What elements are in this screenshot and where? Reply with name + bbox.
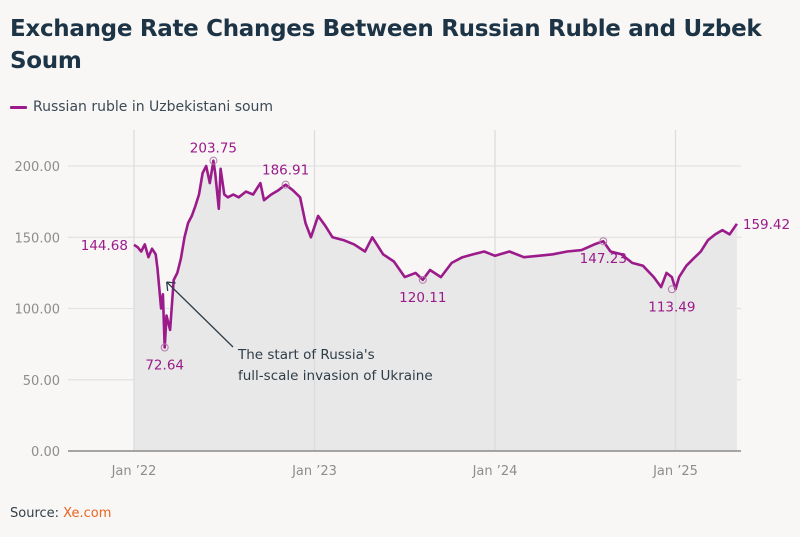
y-tick-label: 150.00: [15, 231, 61, 246]
x-tick-label: Jan ’25: [652, 464, 698, 479]
arrow-head-icon: [166, 281, 176, 292]
note-text: full-scale invasion of Ukraine: [238, 368, 433, 384]
area-fill: [134, 160, 737, 451]
legend: Russian ruble in Uzbekistani soum: [10, 99, 273, 115]
legend-label: Russian ruble in Uzbekistani soum: [33, 99, 274, 115]
legend-swatch: [10, 105, 27, 109]
annotations: 144.68 72.64 203.75 186.91 120.11 147.23 113.4…: [81, 141, 790, 374]
invasion-note: The start of Russia's full-scale invasion…: [166, 281, 433, 384]
y-tick-label: 0.00: [31, 445, 60, 460]
annotation-label: 120.11: [399, 290, 446, 306]
y-tick-label: 200.00: [15, 160, 61, 175]
annotation-marker: [209, 156, 218, 165]
annotation-marker: [418, 275, 427, 284]
arrow-line: [166, 281, 234, 348]
source: Source: Xe.com: [10, 506, 111, 521]
annotation-label: 144.68: [81, 238, 128, 254]
annotation-label: 72.64: [145, 357, 184, 373]
y-tick-label: 100.00: [15, 303, 61, 318]
annotation-label: 159.42: [743, 217, 790, 233]
x-axis: Jan ’22 Jan ’23 Jan ’24 Jan ’25: [111, 464, 698, 479]
y-axis: 0.00 50.00 100.00 150.00 200.00: [15, 160, 61, 460]
series-line: [133, 159, 738, 349]
source-prefix: Source:: [10, 506, 64, 521]
x-tick-label: Jan ’24: [472, 464, 518, 479]
x-tick-label: Jan ’23: [291, 464, 337, 479]
chart-title: Exchange Rate Changes Between Russian Ru…: [10, 16, 762, 74]
annotation-label: 186.91: [262, 163, 309, 179]
x-tick-label: Jan ’22: [111, 464, 157, 479]
annotation-label: 147.23: [580, 251, 627, 267]
note-text: The start of Russia's: [237, 347, 375, 363]
annotation-marker: [160, 343, 169, 352]
annotation-label: 113.49: [648, 299, 695, 315]
annotation-marker: [599, 237, 608, 246]
y-tick-label: 50.00: [23, 374, 60, 389]
source-link[interactable]: Xe.com: [63, 506, 112, 521]
annotation-marker: [281, 180, 290, 189]
annotation-marker: [667, 285, 676, 294]
annotation-label: 203.75: [190, 141, 237, 157]
